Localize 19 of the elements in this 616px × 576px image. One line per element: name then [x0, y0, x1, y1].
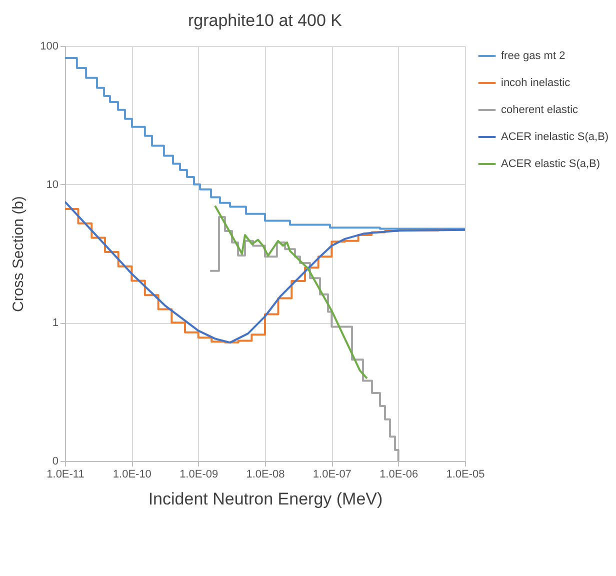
y-tick-label: 0: [52, 456, 58, 468]
y-axis-title: Cross Section (b): [10, 196, 28, 312]
x-tick-label: 1.0E-11: [46, 468, 84, 480]
legend-label: ACER inelastic S(a,B): [501, 131, 609, 143]
x-tick-label: 1.0E-09: [180, 468, 218, 480]
x-tick-label: 1.0E-07: [312, 468, 352, 480]
chart-title: rgraphite10 at 400 K: [188, 11, 343, 30]
legend-label: ACER elastic S(a,B): [501, 158, 600, 170]
y-tick-label: 100: [40, 40, 58, 52]
legend-label: incoh inelastic: [501, 77, 571, 89]
x-tick-label: 1.0E-06: [380, 468, 418, 480]
y-tick-label: 10: [46, 178, 58, 191]
y-tick-label: 1: [52, 317, 58, 330]
x-tick-label: 1.0E-10: [112, 468, 152, 480]
x-tick-label: 1.0E-05: [446, 468, 485, 480]
legend-label: coherent elastic: [501, 104, 579, 116]
x-tick-label: 1.0E-08: [246, 468, 285, 480]
legend-label: free gas mt 2: [501, 50, 566, 62]
x-axis-title: Incident Neutron Energy (MeV): [148, 490, 383, 508]
